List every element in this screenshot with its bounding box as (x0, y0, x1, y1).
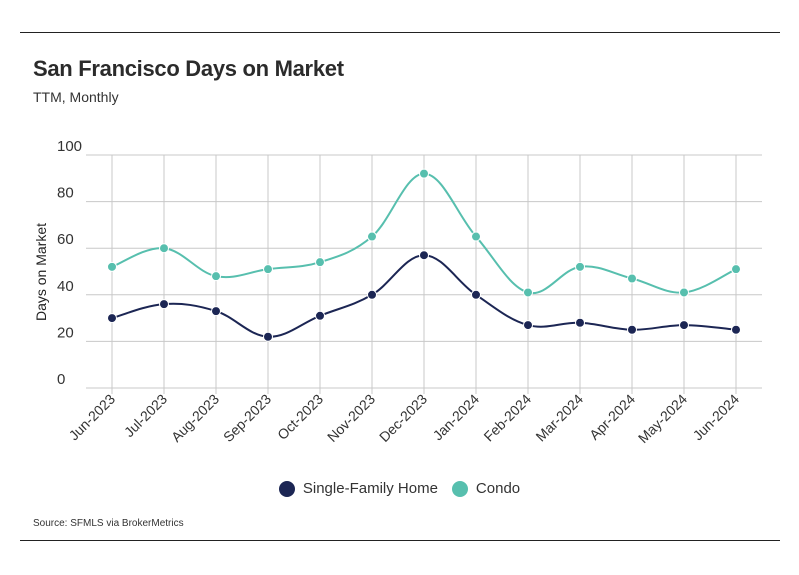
series-group (107, 168, 741, 342)
y-tick-label: 0 (57, 371, 65, 388)
single-family-data-point (315, 310, 325, 321)
chart-subtitle: TTM, Monthly (33, 89, 119, 105)
x-tick-label: Sep-2023 (220, 391, 274, 445)
x-tick-label: Oct-2023 (274, 391, 326, 443)
legend-item-single-family: Single-Family Home (278, 480, 438, 497)
y-axis-ticks: 0 20 40 60 80 100 (57, 138, 82, 388)
condo-data-point (367, 231, 377, 242)
single-family-data-point (263, 331, 273, 342)
legend-item-condo: Condo (451, 480, 521, 497)
x-tick-label: Aug-2023 (168, 391, 222, 445)
x-tick-label: Feb-2024 (480, 391, 534, 445)
single-family-swatch-icon (278, 480, 295, 497)
y-tick-label: 100 (57, 138, 82, 155)
single-family-data-point (679, 320, 689, 331)
y-tick-label: 40 (57, 278, 74, 295)
legend: Single-Family Home Condo (0, 480, 799, 497)
x-tick-label: Jun-2024 (690, 391, 743, 444)
chart-title: San Francisco Days on Market (33, 56, 344, 81)
legend-label-single-family: Single-Family Home (302, 480, 438, 497)
x-tick-label: Dec-2023 (376, 391, 430, 445)
y-tick-label: 20 (57, 324, 74, 341)
x-tick-label: Apr-2024 (586, 391, 638, 443)
top-rule (20, 32, 780, 33)
condo-data-point (679, 287, 689, 298)
x-tick-label: Nov-2023 (324, 391, 378, 445)
condo-data-point (523, 287, 533, 298)
single-family-data-point (107, 313, 117, 324)
y-tick-label: 80 (57, 185, 74, 202)
condo-data-point (159, 243, 169, 254)
x-tick-label: Jan-2024 (430, 391, 483, 444)
condo-data-point (627, 273, 637, 284)
condo-data-point (211, 271, 221, 282)
grid-lines (86, 154, 762, 394)
condo-data-point (419, 168, 429, 179)
y-tick-label: 60 (57, 231, 74, 248)
single-family-data-point (367, 289, 377, 300)
single-family-data-point (211, 306, 221, 317)
x-tick-label: May-2024 (635, 391, 690, 446)
single-family-data-point (471, 289, 481, 300)
condo-data-point (731, 264, 741, 275)
x-tick-label: Jul-2023 (121, 391, 170, 440)
source-note: Source: SFMLS via BrokerMetrics (33, 518, 184, 529)
condo-data-point (575, 261, 585, 272)
y-axis-label: Days on Market (33, 223, 49, 321)
single-family-data-point (575, 317, 585, 328)
condo-data-point (471, 231, 481, 242)
condo-data-point (315, 257, 325, 268)
x-tick-label: Mar-2024 (532, 391, 586, 445)
legend-label-condo: Condo (475, 480, 521, 497)
x-tick-label: Jun-2023 (66, 391, 119, 444)
single-family-data-point (731, 324, 741, 335)
condo-data-point (107, 261, 117, 272)
single-family-data-point (159, 299, 169, 310)
condo-data-point (263, 264, 273, 275)
single-family-data-point (523, 320, 533, 331)
single-family-data-point (419, 250, 429, 261)
bottom-rule (20, 540, 780, 541)
single-family-data-point (627, 324, 637, 335)
condo-swatch-icon (451, 480, 468, 497)
